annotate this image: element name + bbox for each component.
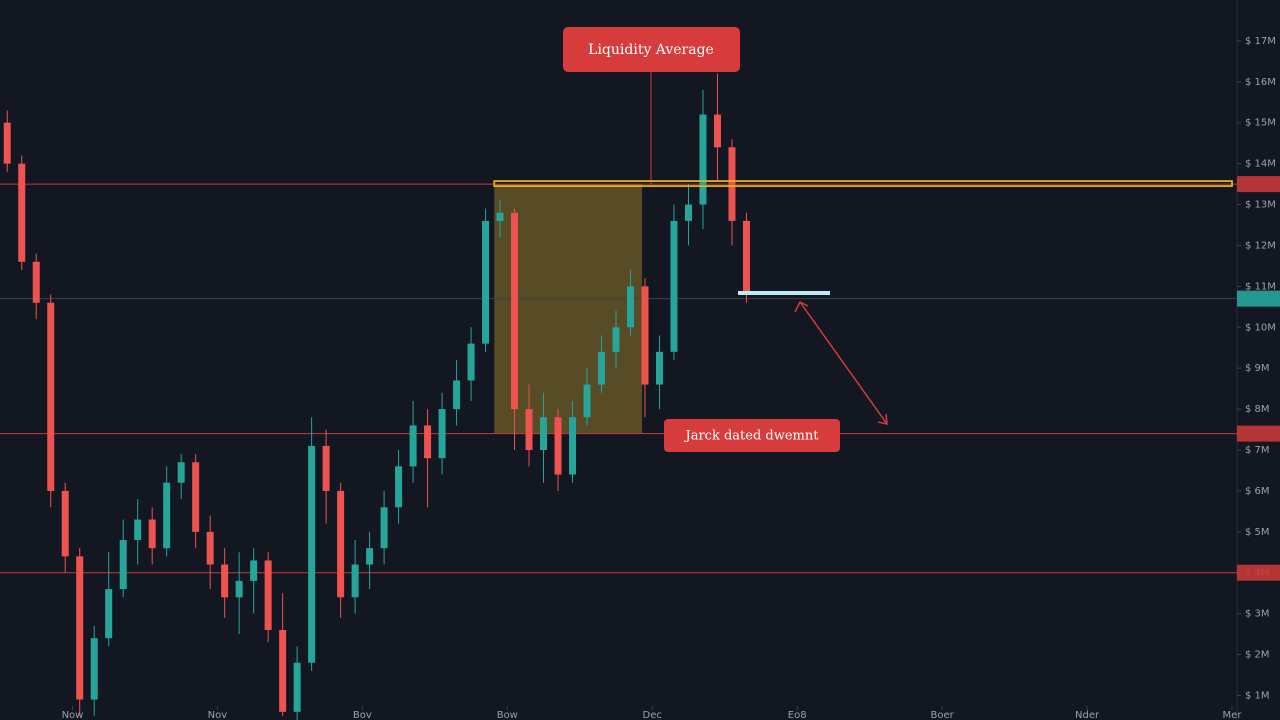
price-tag: [1237, 425, 1280, 442]
candle-body: [742, 220, 750, 295]
x-tick-label: Mer: [1223, 710, 1243, 720]
y-tick-label: $ 6M: [1245, 486, 1270, 497]
candle-body: [540, 417, 548, 450]
candle-body: [438, 409, 446, 459]
candle-body: [3, 122, 11, 164]
candle-body: [395, 466, 403, 508]
candle-body: [655, 351, 663, 385]
candle-body: [163, 482, 171, 549]
x-tick-label: Boer: [930, 710, 954, 720]
y-tick-label: $ 12M: [1245, 240, 1276, 251]
annotation: Jarck dated dwemnt: [684, 429, 820, 444]
candle-body: [119, 540, 127, 590]
candle-body: [32, 261, 40, 303]
candle-body: [90, 638, 98, 700]
candle-body: [554, 417, 562, 475]
arrow-line: [799, 301, 888, 425]
candle-body: [279, 630, 287, 712]
x-tick-label: Now: [62, 710, 84, 720]
y-tick-label: $ 14M: [1245, 159, 1276, 170]
x-tick-label: Nov: [208, 710, 228, 720]
candle-body: [496, 212, 504, 221]
candle-body: [264, 560, 272, 630]
y-tick-label: $ 11M: [1245, 281, 1276, 292]
x-tick-label: Bow: [497, 710, 518, 720]
arrow-head: [794, 300, 809, 313]
candle-body: [467, 343, 475, 381]
arrow-head: [877, 413, 888, 425]
candle-body: [728, 147, 736, 221]
candle-body: [235, 580, 243, 598]
candle-body: [351, 564, 359, 598]
candle-body: [598, 351, 606, 385]
x-tick-label: Eo8: [788, 710, 807, 720]
candle-body: [76, 556, 84, 700]
price-tag: [1237, 176, 1280, 193]
candle-body: [699, 114, 707, 205]
candle-body: [670, 220, 678, 352]
candle-body: [583, 384, 591, 418]
candle-body: [525, 409, 533, 450]
candle-body: [177, 462, 185, 483]
x-tick-label: Bov: [353, 710, 372, 720]
candle-body: [293, 662, 301, 712]
candle-body: [366, 548, 374, 565]
y-tick-label: $ 9M: [1245, 363, 1270, 374]
candle-body: [684, 204, 692, 221]
candle-body: [61, 490, 69, 557]
annotation-box: [664, 419, 840, 452]
candle-body: [424, 425, 432, 459]
candle-body: [250, 560, 258, 581]
candle-body: [221, 564, 229, 598]
zone: [494, 184, 643, 434]
candle-body: [409, 425, 417, 467]
candle-body: [511, 212, 519, 410]
annotation-box: [563, 27, 740, 72]
candle-body: [612, 327, 620, 352]
candle-body: [453, 380, 461, 410]
candle-body: [322, 445, 330, 491]
y-tick-label: $ 17M: [1245, 36, 1276, 47]
candle-body: [192, 462, 200, 532]
candle-body: [18, 163, 26, 262]
candle-body: [206, 531, 214, 565]
candle-body: [148, 519, 156, 549]
y-tick-label: $ 1M: [1245, 690, 1270, 701]
y-tick-label: $ 13M: [1245, 200, 1276, 211]
candle-body: [713, 114, 721, 148]
y-tick-label: $ 2M: [1245, 650, 1270, 661]
y-tick-label: $ 7M: [1245, 445, 1270, 456]
x-tick-label: Dec: [643, 710, 662, 720]
price-tag: [1237, 564, 1280, 581]
y-tick-label: $ 8M: [1245, 404, 1270, 415]
candle-body: [626, 286, 634, 328]
candle-body: [47, 302, 55, 491]
zone-top: [493, 180, 1233, 187]
candle-body: [482, 220, 490, 344]
candle-body: [569, 417, 577, 475]
y-tick-label: $ 3M: [1245, 609, 1270, 620]
arrow: [794, 300, 888, 425]
candle-body: [337, 490, 345, 598]
x-tick-label: Nder: [1075, 710, 1100, 720]
candle-body: [380, 507, 388, 549]
y-tick-label: $ 10M: [1245, 322, 1276, 333]
candle-body: [308, 445, 316, 663]
y-tick-label: $ 5M: [1245, 527, 1270, 538]
candle-body: [105, 589, 113, 639]
annotation: Liquidity Average: [588, 42, 714, 58]
candle-body: [641, 286, 649, 385]
price-tag: [1237, 290, 1280, 307]
y-tick-label: $ 16M: [1245, 77, 1276, 88]
y-tick-label: $ 15M: [1245, 118, 1276, 129]
candle-body: [134, 519, 142, 540]
